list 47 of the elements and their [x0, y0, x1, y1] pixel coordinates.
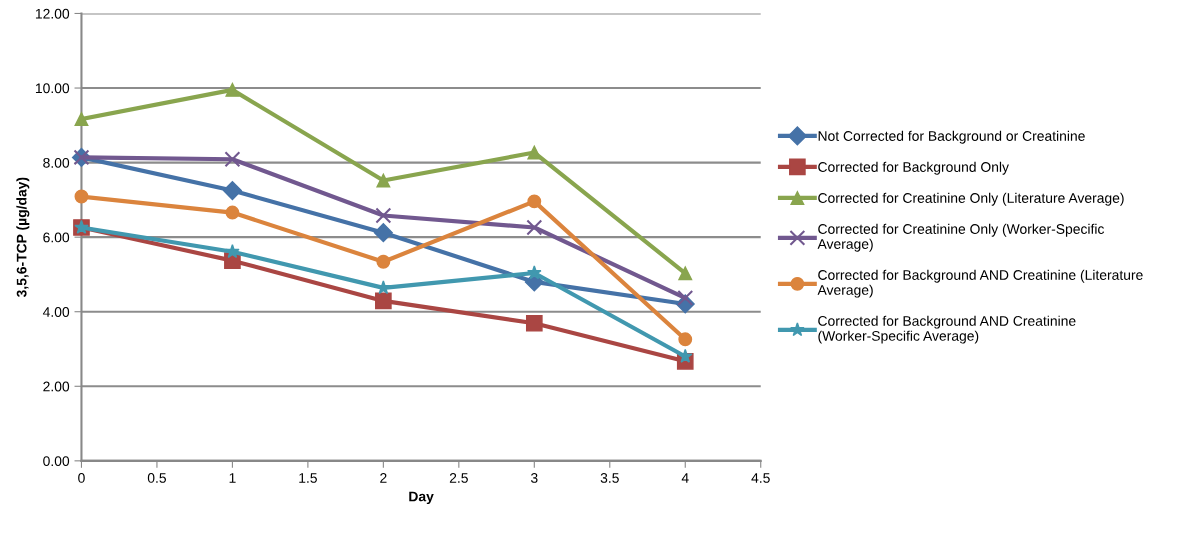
point — [375, 207, 392, 224]
x-tick-label: 2.5 — [449, 473, 468, 483]
y-tick-label: 6.00 — [43, 232, 70, 243]
x-tick-label: 3 — [530, 473, 538, 483]
y-tick-label: 12.00 — [35, 8, 70, 19]
x-tick-label: 4.5 — [751, 473, 770, 483]
y-tick-label: 8.00 — [43, 157, 70, 168]
y-tick-label: 0.00 — [43, 456, 70, 467]
point — [375, 292, 392, 310]
legend-label: Not Corrected for Background or Creatinine — [818, 130, 1085, 144]
x-tick-label: 1 — [229, 473, 236, 483]
point — [225, 82, 240, 97]
point — [677, 289, 694, 306]
point — [525, 314, 543, 332]
x-tick-label: 4 — [681, 473, 689, 483]
y-tick-label: 10.00 — [35, 83, 70, 94]
point — [527, 265, 542, 280]
y-axis-title: 3,5,6-TCP (µg/day) — [16, 177, 30, 298]
point — [373, 223, 393, 243]
point — [678, 266, 693, 281]
x-tick-label: 0.5 — [147, 473, 167, 483]
point — [376, 254, 391, 269]
y-tick-label: 2.00 — [43, 381, 70, 392]
legend-label: Corrected for Background Only — [818, 161, 1009, 175]
point — [225, 205, 240, 220]
point — [376, 280, 391, 295]
legend-label: Corrected for Creatinine Only (Worker-Specific Average) — [817, 223, 1105, 252]
point — [526, 219, 543, 236]
y-tick-label: 4.00 — [42, 307, 70, 317]
x-tick-label: 3.5 — [600, 473, 619, 483]
point — [678, 332, 693, 347]
point — [376, 173, 391, 188]
x-tick-label: 2 — [380, 473, 387, 483]
point — [677, 348, 693, 363]
point — [222, 181, 242, 201]
point — [527, 145, 542, 160]
x-axis-title: Day — [409, 491, 434, 505]
point — [74, 112, 89, 126]
legend-label: Corrected for Background AND Creatinine (Worker-Specific Average) — [818, 315, 1076, 344]
legend-label: Corrected for Creatinine Only (Literature Average) — [818, 192, 1124, 206]
legend-label: Corrected for Background AND Creatinine (Literature Average) — [817, 269, 1143, 298]
x-tick-label: 0 — [78, 473, 85, 483]
point — [225, 244, 240, 259]
point — [74, 189, 89, 204]
x-tick-label: 1.5 — [299, 473, 317, 483]
point — [527, 194, 542, 209]
point — [224, 151, 241, 168]
